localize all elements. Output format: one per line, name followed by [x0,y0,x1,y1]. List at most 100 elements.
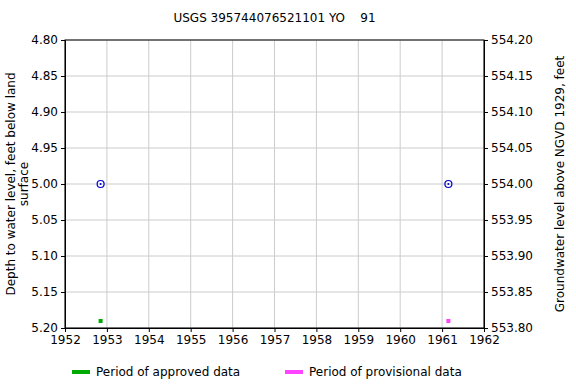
tick-mark [61,112,65,113]
tick: 4.90 [31,105,65,119]
tick-mark [61,328,65,329]
tick-label: 1954 [134,333,165,347]
tick-mark [275,328,276,332]
tick-mark [149,328,150,332]
tick-mark [484,76,488,77]
tick-mark [61,40,65,41]
tick-label: 1956 [218,333,249,347]
grid-line-y [65,292,484,293]
tick: 554.00 [484,177,533,191]
tick: 1961 [427,328,458,347]
tick-label: 553.85 [491,285,533,299]
tick-mark [61,184,65,185]
tick-label: 553.95 [491,213,533,227]
tick: 1955 [176,328,207,347]
period-bar [99,319,103,323]
legend-label: Period of provisional data [309,365,462,379]
tick: 554.10 [484,105,533,119]
point [97,181,104,188]
plot-frame [65,40,484,328]
tick-mark [61,256,65,257]
axis-line [61,41,66,329]
tick-label: 1961 [427,333,458,347]
tick-mark [191,328,192,332]
tick-mark [61,76,65,77]
tick: 5.10 [31,249,65,263]
tick-mark [316,328,317,332]
tick-label: 554.10 [491,105,533,119]
tick-mark [61,220,65,221]
tick-mark [61,148,65,149]
tick-label: 1953 [92,333,123,347]
point-center [447,183,449,185]
tick-label: 5.15 [31,285,58,299]
tick-mark [233,328,234,332]
y-label-line: surface [17,162,31,206]
tick-label: 5.00 [31,177,58,191]
tick-label: 4.90 [31,105,58,119]
tick-label: 5.10 [31,249,58,263]
tick-label: 5.05 [31,213,58,227]
tick-label: 4.85 [31,69,58,83]
tick: 1953 [92,328,123,347]
y-axis: 4.804.854.904.955.005.055.105.155.20 [31,33,65,335]
tick-mark [484,220,488,221]
tick-label: 1960 [385,333,416,347]
tick-mark [484,112,488,113]
tick: 5.00 [31,177,65,191]
tick: 4.85 [31,69,65,83]
tick: 5.20 [31,321,65,335]
point [445,181,452,188]
tick: 553.95 [484,213,533,227]
legend: Period of approved data Period of provisi… [72,365,462,379]
tick-mark [107,328,108,332]
axis-line [66,329,485,333]
tick: 5.05 [31,213,65,227]
tick-mark [484,40,488,41]
tick-label: 554.15 [491,69,533,83]
tick-label: 554.05 [491,141,533,155]
legend-label: Period of approved data [96,365,240,379]
x-axis: 1952195319541955195619571958195919601961… [50,328,500,347]
tick-mark [442,328,443,332]
tick-mark [484,256,488,257]
tick: 554.05 [484,141,533,155]
point-ring [97,181,104,188]
grid-line-y [65,256,484,257]
tick: 554.20 [484,33,533,47]
grid-line-y [65,220,484,221]
grid [65,40,484,328]
tick: 4.95 [31,141,65,155]
grid-line-y [65,112,484,113]
point-center [100,183,102,185]
tick: 1958 [302,328,333,347]
grid-line-y [65,148,484,149]
chart: 1952195319541955195619571958195919601961… [0,0,576,384]
y-label: Depth to water level, feet below landsur… [4,72,31,295]
tick: 553.85 [484,285,533,299]
period-bar [446,319,450,323]
tick-label: 1955 [176,333,207,347]
y2-axis: 554.20 554.15 554.10 554.05 554.00 553.95 553.… [484,33,533,335]
y2-label: Groundwater level above NGVD 1929, feet [553,55,567,312]
grid-line-y [65,184,484,185]
tick: 1959 [344,328,375,347]
tick: 1957 [260,328,291,347]
tick: 5.15 [31,285,65,299]
tick-mark [484,148,488,149]
tick-label: 4.95 [31,141,58,155]
tick: 554.15 [484,69,533,83]
tick-label: 1959 [344,333,375,347]
legend-swatch [285,370,303,374]
y-label-line: Depth to water level, feet below land [4,72,18,295]
tick-mark [484,292,488,293]
tick: 1960 [385,328,416,347]
tick: 1956 [218,328,249,347]
tick-label: 553.90 [491,249,533,263]
tick-label: 5.20 [31,321,58,335]
tick: 553.80 [484,321,533,335]
tick-mark [358,328,359,332]
tick-label: 1958 [302,333,333,347]
tick-mark [484,328,488,329]
tick-mark [484,184,488,185]
